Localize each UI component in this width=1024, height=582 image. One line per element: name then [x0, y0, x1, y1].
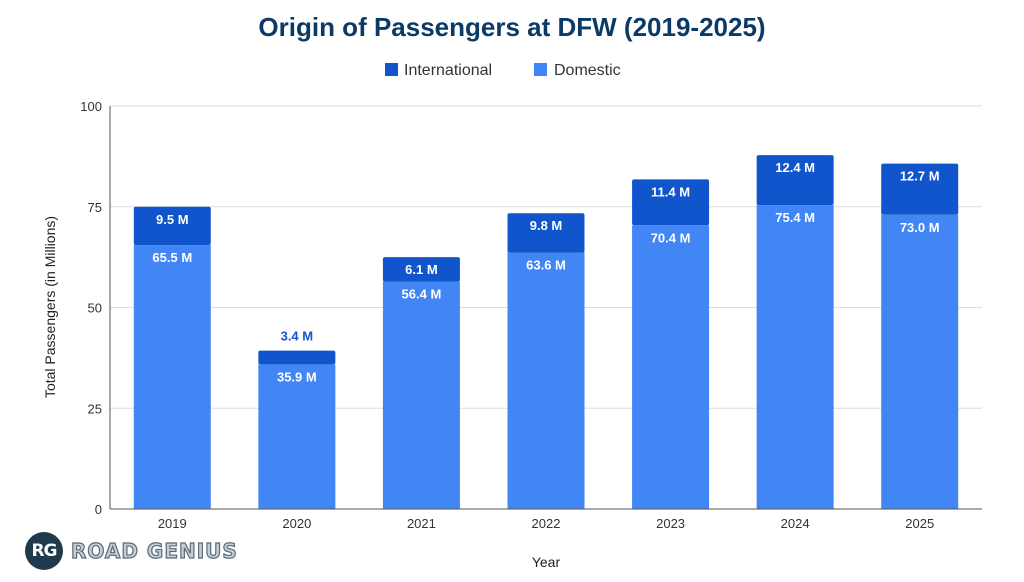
x-tick-label: 2023	[656, 516, 685, 531]
y-axis-ticks: 0 25 50 75 100	[80, 99, 102, 517]
x-tick-label: 2024	[781, 516, 810, 531]
bar-domestic-2025	[881, 214, 959, 509]
legend-swatch-domestic	[534, 63, 547, 76]
label-international-2021: 6.1 M	[405, 262, 438, 277]
label-domestic-2020: 35.9 M	[277, 369, 317, 384]
bars: 9.5 M 65.5 M 3.4 M 35.9 M 6.1 M 56.4 M 9.8 M 63…	[133, 155, 959, 509]
label-domestic-2022: 63.6 M	[526, 258, 566, 273]
x-tick-label: 2021	[407, 516, 436, 531]
legend: International Domestic	[385, 62, 621, 79]
label-domestic-2021: 56.4 M	[402, 287, 442, 302]
label-domestic-2019: 65.5 M	[152, 250, 192, 265]
x-tick-label: 2025	[905, 516, 934, 531]
y-tick-label: 50	[88, 301, 102, 316]
bar-international-2022	[507, 213, 585, 253]
logo-badge: RG	[25, 532, 63, 570]
y-tick-label: 25	[88, 401, 102, 416]
bar-domestic-2020	[258, 364, 336, 509]
legend-label-international: International	[404, 62, 492, 79]
logo-text: ROAD GENIUS	[70, 538, 238, 563]
bar-international-2024	[756, 155, 834, 206]
x-tick-label: 2020	[282, 516, 311, 531]
bar-domestic-2021	[382, 281, 460, 509]
x-axis-ticks: 2019 2020 2021 2022 2023 2024 2025	[158, 516, 934, 531]
label-international-2020: 3.4 M	[281, 329, 314, 344]
bar-domestic-2024	[756, 205, 834, 509]
bar-international-2019	[133, 206, 211, 246]
label-international-2019: 9.5 M	[156, 212, 189, 227]
bar-international-2023	[632, 179, 710, 226]
x-tick-label: 2019	[158, 516, 187, 531]
label-international-2024: 12.4 M	[775, 160, 815, 175]
y-tick-label: 0	[95, 502, 102, 517]
legend-label-domestic: Domestic	[554, 62, 621, 79]
x-tick-label: 2022	[532, 516, 561, 531]
y-tick-label: 75	[88, 200, 102, 215]
label-international-2025: 12.7 M	[900, 169, 940, 184]
chart-title: Origin of Passengers at DFW (2019-2025)	[258, 12, 765, 42]
label-domestic-2023: 70.4 M	[651, 230, 691, 245]
label-domestic-2024: 75.4 M	[775, 210, 815, 225]
y-axis-label: Total Passengers (in Millions)	[42, 216, 58, 398]
y-tick-label: 100	[80, 99, 102, 114]
bar-domestic-2023	[632, 225, 710, 509]
label-international-2023: 11.4 M	[651, 184, 690, 199]
bar-domestic-2022	[507, 252, 585, 509]
legend-swatch-international	[385, 63, 398, 76]
label-international-2022: 9.8 M	[530, 218, 563, 233]
x-axis-label: Year	[532, 554, 561, 570]
bar-international-2025	[881, 163, 959, 215]
bar-international-2020	[258, 350, 336, 365]
label-domestic-2025: 73.0 M	[900, 220, 940, 235]
bar-domestic-2019	[133, 245, 211, 509]
bar-international-2021	[382, 257, 460, 282]
road-genius-logo: RG ROAD GENIUS	[25, 532, 238, 570]
